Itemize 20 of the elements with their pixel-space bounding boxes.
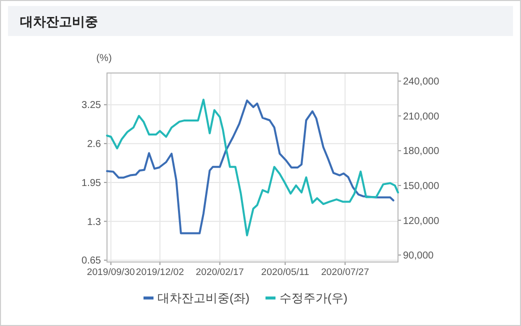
- y2-tick-label: 150,000: [403, 180, 440, 192]
- x-tick-label: 2019/12/02: [136, 267, 184, 278]
- legend-label: 수정주가(우): [280, 291, 348, 305]
- x-tick-label: 2020/05/11: [261, 267, 310, 278]
- y-tick-label: 1.95: [82, 178, 102, 189]
- legend-label: 대차잔고비중(좌): [158, 291, 250, 305]
- y2-tick-label: 210,000: [403, 111, 440, 122]
- y2-tick-label: 180,000: [403, 146, 440, 158]
- chart-title: 대차잔고비중: [20, 14, 98, 29]
- y2-tick-label: 90,000: [403, 250, 434, 262]
- x-tick-label: 2020/07/27: [321, 267, 370, 278]
- x-tick-label: 2019/09/30: [86, 267, 135, 278]
- y2-tick-label: 240,000: [403, 76, 440, 88]
- y-tick-label: 1.3: [87, 216, 102, 228]
- y-tick-label: 3.25: [82, 100, 102, 112]
- y-axis-title: (%): [96, 53, 112, 64]
- x-tick-label: 2020/02/17: [196, 267, 244, 278]
- y-tick-label: 0.65: [82, 256, 102, 267]
- y-tick-label: 2.6: [87, 139, 102, 150]
- y2-tick-label: 120,000: [403, 216, 440, 227]
